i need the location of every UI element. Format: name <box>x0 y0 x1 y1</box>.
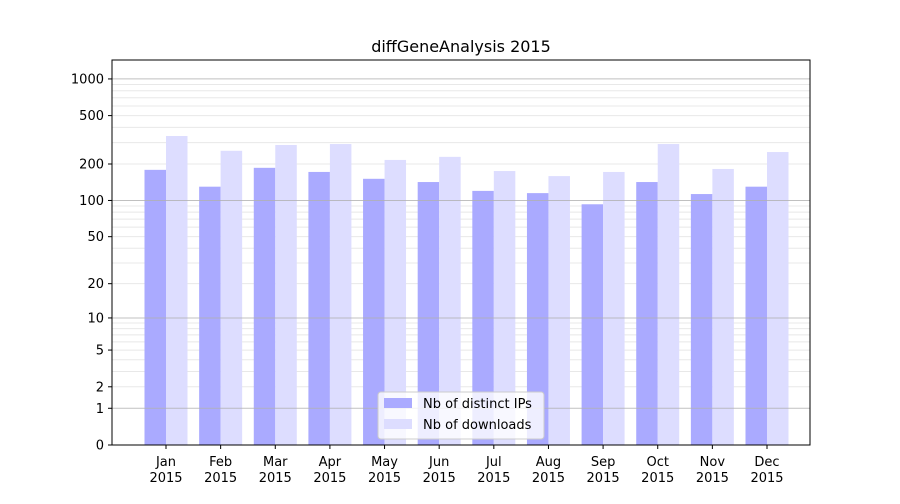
y-tick-label: 200 <box>79 158 104 173</box>
x-tick-label: Jul 2015 <box>477 455 510 486</box>
legend-swatch <box>384 398 412 408</box>
bar-distinct-ips <box>526 193 549 445</box>
chart-title: diffGeneAnalysis 2015 <box>371 37 551 56</box>
x-tick-label: Oct 2015 <box>641 455 674 486</box>
bar-downloads <box>767 152 789 446</box>
y-tick-label: 500 <box>79 109 104 124</box>
x-tick-label: May 2015 <box>368 455 401 486</box>
bar-distinct-ips <box>144 169 166 445</box>
bar-distinct-ips <box>745 186 767 445</box>
legend-label: Nb of distinct IPs <box>423 397 532 412</box>
x-tick-label: Dec 2015 <box>750 455 783 486</box>
legend-label: Nb of downloads <box>423 418 532 433</box>
x-tick-label: Jun 2015 <box>423 455 456 486</box>
bar-distinct-ips <box>308 171 330 445</box>
x-tick-label: Mar 2015 <box>259 455 292 486</box>
bar-downloads <box>166 135 188 445</box>
bar-downloads <box>329 144 352 446</box>
y-tick-label: 100 <box>79 194 104 209</box>
bar-distinct-ips <box>363 178 385 445</box>
bar-distinct-ips <box>417 182 440 445</box>
bar-downloads <box>439 156 461 446</box>
bar-downloads <box>603 171 625 445</box>
bar-downloads <box>220 150 243 445</box>
bar-downloads <box>384 159 407 445</box>
x-tick-label: Jan 2015 <box>149 455 182 486</box>
y-tick-label: 10 <box>87 311 104 326</box>
bar-downloads <box>657 144 680 446</box>
x-tick-label: Feb 2015 <box>204 455 237 486</box>
bar-distinct-ips <box>690 194 713 445</box>
y-tick-label: 0 <box>96 439 104 454</box>
y-tick-label: 1000 <box>71 72 104 87</box>
x-tick-label: Apr 2015 <box>313 455 346 486</box>
bar-distinct-ips <box>253 167 276 445</box>
y-tick-label: 20 <box>87 277 104 292</box>
x-tick-label: Nov 2015 <box>696 455 729 486</box>
bar-downloads <box>712 168 734 445</box>
bar-distinct-ips <box>581 204 604 445</box>
x-tick-label: Aug 2015 <box>532 455 565 486</box>
plot-frame <box>111 59 811 446</box>
bar-downloads <box>548 176 570 446</box>
y-tick-label: 2 <box>96 380 104 395</box>
bar-downloads <box>275 144 297 445</box>
legend-box <box>377 391 545 440</box>
bar-downloads <box>493 171 516 445</box>
bar-distinct-ips <box>636 182 658 445</box>
bar-distinct-ips <box>199 186 221 445</box>
y-tick-label: 50 <box>87 230 104 245</box>
y-tick-label: 5 <box>96 344 104 359</box>
x-tick-label: Sep 2015 <box>587 455 620 486</box>
legend-swatch <box>384 419 412 429</box>
y-tick-label: 1 <box>96 402 104 417</box>
